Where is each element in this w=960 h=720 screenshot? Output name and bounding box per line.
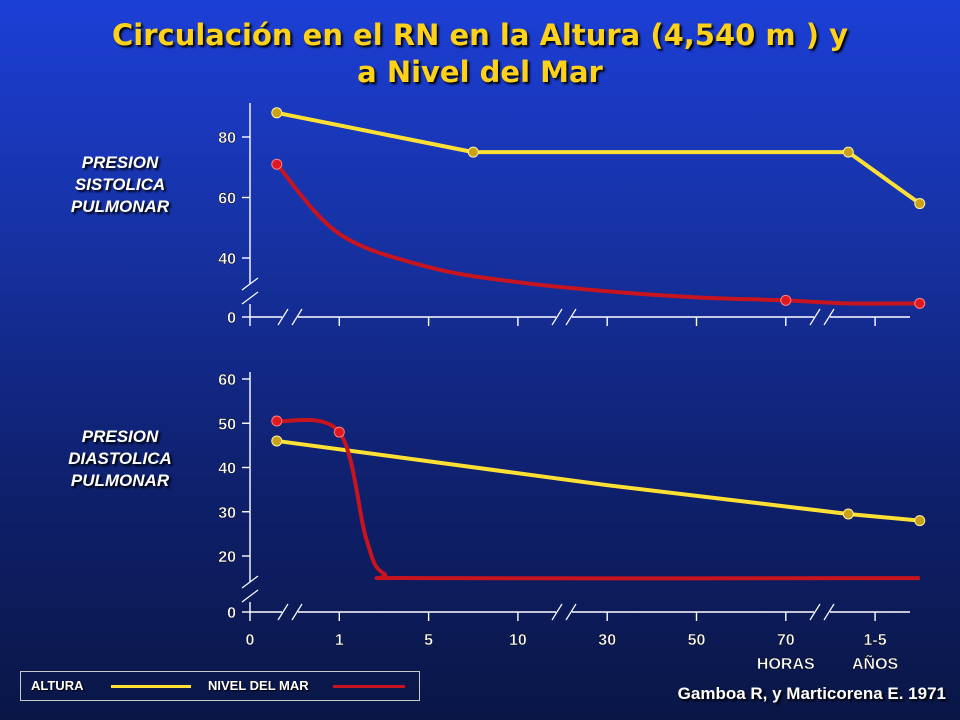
- chart-title-line1: Circulación en el RN en la Altura (4,540…: [111, 18, 848, 52]
- diastolic-series-altura-point-0: [271, 435, 283, 447]
- systolic-series-altura-point-3: [914, 198, 926, 210]
- systolic-y-label-60: 60: [218, 191, 236, 208]
- x-label-0: 0: [246, 632, 255, 649]
- diastolic-x-break-b-0: [291, 603, 303, 621]
- systolic-panel-title: PRESION SISTOLICA PULMONAR: [50, 152, 190, 218]
- x-label-5: 50: [688, 632, 706, 649]
- legend: ALTURA NIVEL DEL MAR: [20, 671, 420, 701]
- diastolic-series-nivel-point-0: [271, 415, 283, 427]
- x-unit-anos: AÑOS: [852, 653, 899, 673]
- systolic-x-break-a-0: [277, 308, 289, 326]
- x-label-3: 10: [509, 632, 527, 649]
- systolic-x-break-b-1: [565, 308, 577, 326]
- diastolic-title-line-1: PRESION: [81, 427, 159, 446]
- systolic-y-label-0: 0: [227, 310, 236, 327]
- systolic-y-label-80: 80: [218, 130, 236, 147]
- diastolic-x-break-b-2: [823, 603, 835, 621]
- systolic-x-break-a-2: [809, 308, 821, 326]
- diastolic-series-nivel-point-1: [333, 426, 345, 438]
- chart-title-line2: a Nivel del Mar: [357, 55, 603, 89]
- systolic-title-line-3: PULMONAR: [70, 197, 170, 216]
- diastolic-y-label-20: 20: [218, 549, 236, 566]
- diastolic-series-nivel-line: [276, 417, 920, 581]
- x-unit-horas: HORAS: [757, 656, 815, 673]
- x-label-4: 30: [598, 632, 616, 649]
- legend-altura-swatch: [111, 685, 191, 688]
- diastolic-x-break-a-1: [551, 603, 563, 621]
- systolic-series-altura-point-1: [467, 146, 479, 158]
- diastolic-panel-title: PRESION DIASTOLICA PULMONAR: [50, 426, 190, 492]
- systolic-series-altura-point-2: [842, 146, 854, 158]
- diastolic-series-altura-point-3: [914, 515, 926, 527]
- legend-nivel-swatch: [333, 685, 405, 688]
- diastolic-y-break-mark-2: [241, 589, 259, 603]
- x-label-7: 1-5: [864, 632, 887, 649]
- systolic-y-label-40: 40: [218, 251, 236, 268]
- diastolic-y-label-30: 30: [218, 505, 236, 522]
- systolic-y-break-mark-1: [241, 277, 259, 291]
- source-credit: Gamboa R, y Marticorena E. 1971: [677, 684, 946, 703]
- x-label-6: 70: [777, 632, 795, 649]
- systolic-series-altura-line: [276, 110, 921, 206]
- systolic-y-break-mark-2: [241, 291, 259, 305]
- diastolic-y-label-40: 40: [218, 461, 236, 478]
- systolic-x-break-b-0: [291, 308, 303, 326]
- diastolic-y-label-60: 60: [218, 372, 236, 389]
- diastolic-y-label-0: 0: [227, 605, 236, 622]
- systolic-series-nivel-point-0: [271, 158, 283, 170]
- systolic-x-break-b-2: [823, 308, 835, 326]
- systolic-series-nivel-point-6: [780, 294, 792, 306]
- diastolic-y-label-50: 50: [218, 416, 236, 433]
- systolic-x-break-a-1: [551, 308, 563, 326]
- diastolic-x-break-b-1: [565, 603, 577, 621]
- systolic-title-line-1: PRESION: [81, 153, 159, 172]
- diastolic-title-line-3: PULMONAR: [70, 471, 170, 490]
- diastolic-x-break-a-0: [277, 603, 289, 621]
- x-label-2: 5: [424, 632, 433, 649]
- systolic-series-nivel-point-8: [914, 297, 926, 309]
- diastolic-series-altura-line: [276, 438, 920, 523]
- legend-altura-label: ALTURA: [31, 678, 84, 693]
- x-label-1: 1: [335, 632, 344, 649]
- legend-nivel-label: NIVEL DEL MAR: [208, 678, 309, 693]
- diastolic-title-line-2: DIASTOLICA: [68, 449, 172, 468]
- systolic-title-line-2: SISTOLICA: [74, 175, 166, 194]
- diastolic-y-break-mark-1: [241, 575, 259, 589]
- diastolic-series-altura-point-2: [842, 508, 854, 520]
- diastolic-x-break-a-2: [809, 603, 821, 621]
- systolic-series-nivel-line: [275, 162, 920, 306]
- systolic-series-altura-point-0: [271, 107, 283, 119]
